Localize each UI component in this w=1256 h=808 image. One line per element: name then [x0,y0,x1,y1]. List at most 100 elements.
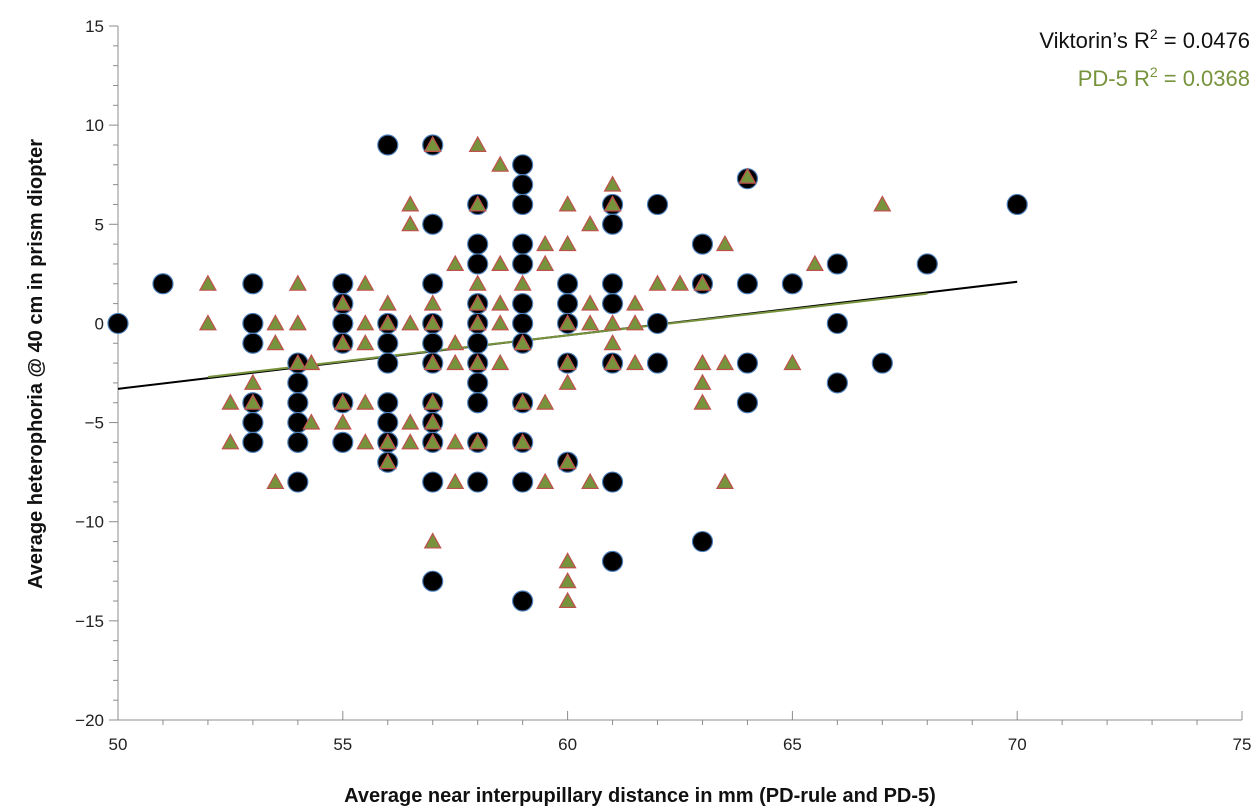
y-tick-label: −15 [75,612,104,631]
triangle-point [470,137,486,151]
circle-point [513,591,533,611]
circle-point [288,472,308,492]
triangle-point [200,276,216,290]
circle-point [603,274,623,294]
circle-point [423,571,443,591]
triangle-point [447,256,463,270]
triangle-point [245,375,261,389]
triangle-point [874,196,890,210]
circle-point [513,194,533,214]
triangle-point [380,296,396,310]
triangle-point [357,335,373,349]
circle-point [827,254,847,274]
triangle-point [627,355,643,369]
triangle-point [447,474,463,488]
circle-point [648,194,668,214]
triangle-point [402,415,418,429]
circle-point [333,274,353,294]
circle-point [423,472,443,492]
circle-point [108,313,128,333]
triangle-point [357,434,373,448]
circle-point [288,393,308,413]
triangle-point [560,553,576,567]
triangle-point [694,355,710,369]
y-tick-label: −20 [75,711,104,730]
circle-point [1007,194,1027,214]
circle-point [243,432,263,452]
circle-point [468,234,488,254]
y-tick-label: 15 [85,17,104,36]
x-tick-label: 55 [333,735,352,754]
triangle-point [537,256,553,270]
circle-point [333,313,353,333]
triangle-point [402,216,418,230]
circle-point [513,472,533,492]
circle-point [153,274,173,294]
triangle-point [560,573,576,587]
y-tick-label: −10 [75,513,104,532]
triangle-point [357,395,373,409]
y-tick-label: −5 [85,414,104,433]
triangle-point [357,315,373,329]
triangle-point [672,276,688,290]
circle-point [737,393,757,413]
triangle-point [267,474,283,488]
x-tick-label: 50 [109,735,128,754]
circle-point [603,551,623,571]
circle-point [513,155,533,175]
circle-point [737,274,757,294]
circle-point [378,135,398,155]
triangle-point [335,415,351,429]
circle-point [243,313,263,333]
triangle-point [222,434,238,448]
triangle-point [537,236,553,250]
x-tick-label: 65 [783,735,802,754]
circle-point [558,274,578,294]
circle-point [648,353,668,373]
y-tick-label: 0 [95,314,104,333]
triangle-point [290,315,306,329]
triangle-point [402,434,418,448]
viktorin-r2-label: Viktorin’s R2 = 0.0476 [1039,26,1250,53]
circle-point [603,294,623,314]
triangle-point [492,296,508,310]
triangle-point [582,296,598,310]
circle-point [827,373,847,393]
circle-point [468,373,488,393]
triangle-point [560,236,576,250]
circle-point [737,353,757,373]
triangle-point [447,335,463,349]
triangle-point [784,355,800,369]
triangle-point [560,375,576,389]
triangle-point [605,335,621,349]
triangle-point [425,534,441,548]
circle-point [513,254,533,274]
circle-point [827,313,847,333]
circle-point [648,313,668,333]
triangle-point [357,276,373,290]
circle-point [243,274,263,294]
triangle-point [537,395,553,409]
triangle-point [605,315,621,329]
triangle-point [560,593,576,607]
circle-point [468,472,488,492]
triangle-point [447,355,463,369]
circle-point [603,214,623,234]
circle-point [603,472,623,492]
circle-point [513,313,533,333]
triangle-point [694,375,710,389]
circle-point [423,333,443,353]
circle-point [513,294,533,314]
triangle-point [582,216,598,230]
triangle-point [582,315,598,329]
circle-point [288,373,308,393]
triangle-point [627,296,643,310]
triangle-point [425,296,441,310]
circle-point [378,333,398,353]
triangle-point [447,434,463,448]
triangle-point [267,335,283,349]
circle-point [243,333,263,353]
circle-point [243,413,263,433]
triangle-point [402,196,418,210]
